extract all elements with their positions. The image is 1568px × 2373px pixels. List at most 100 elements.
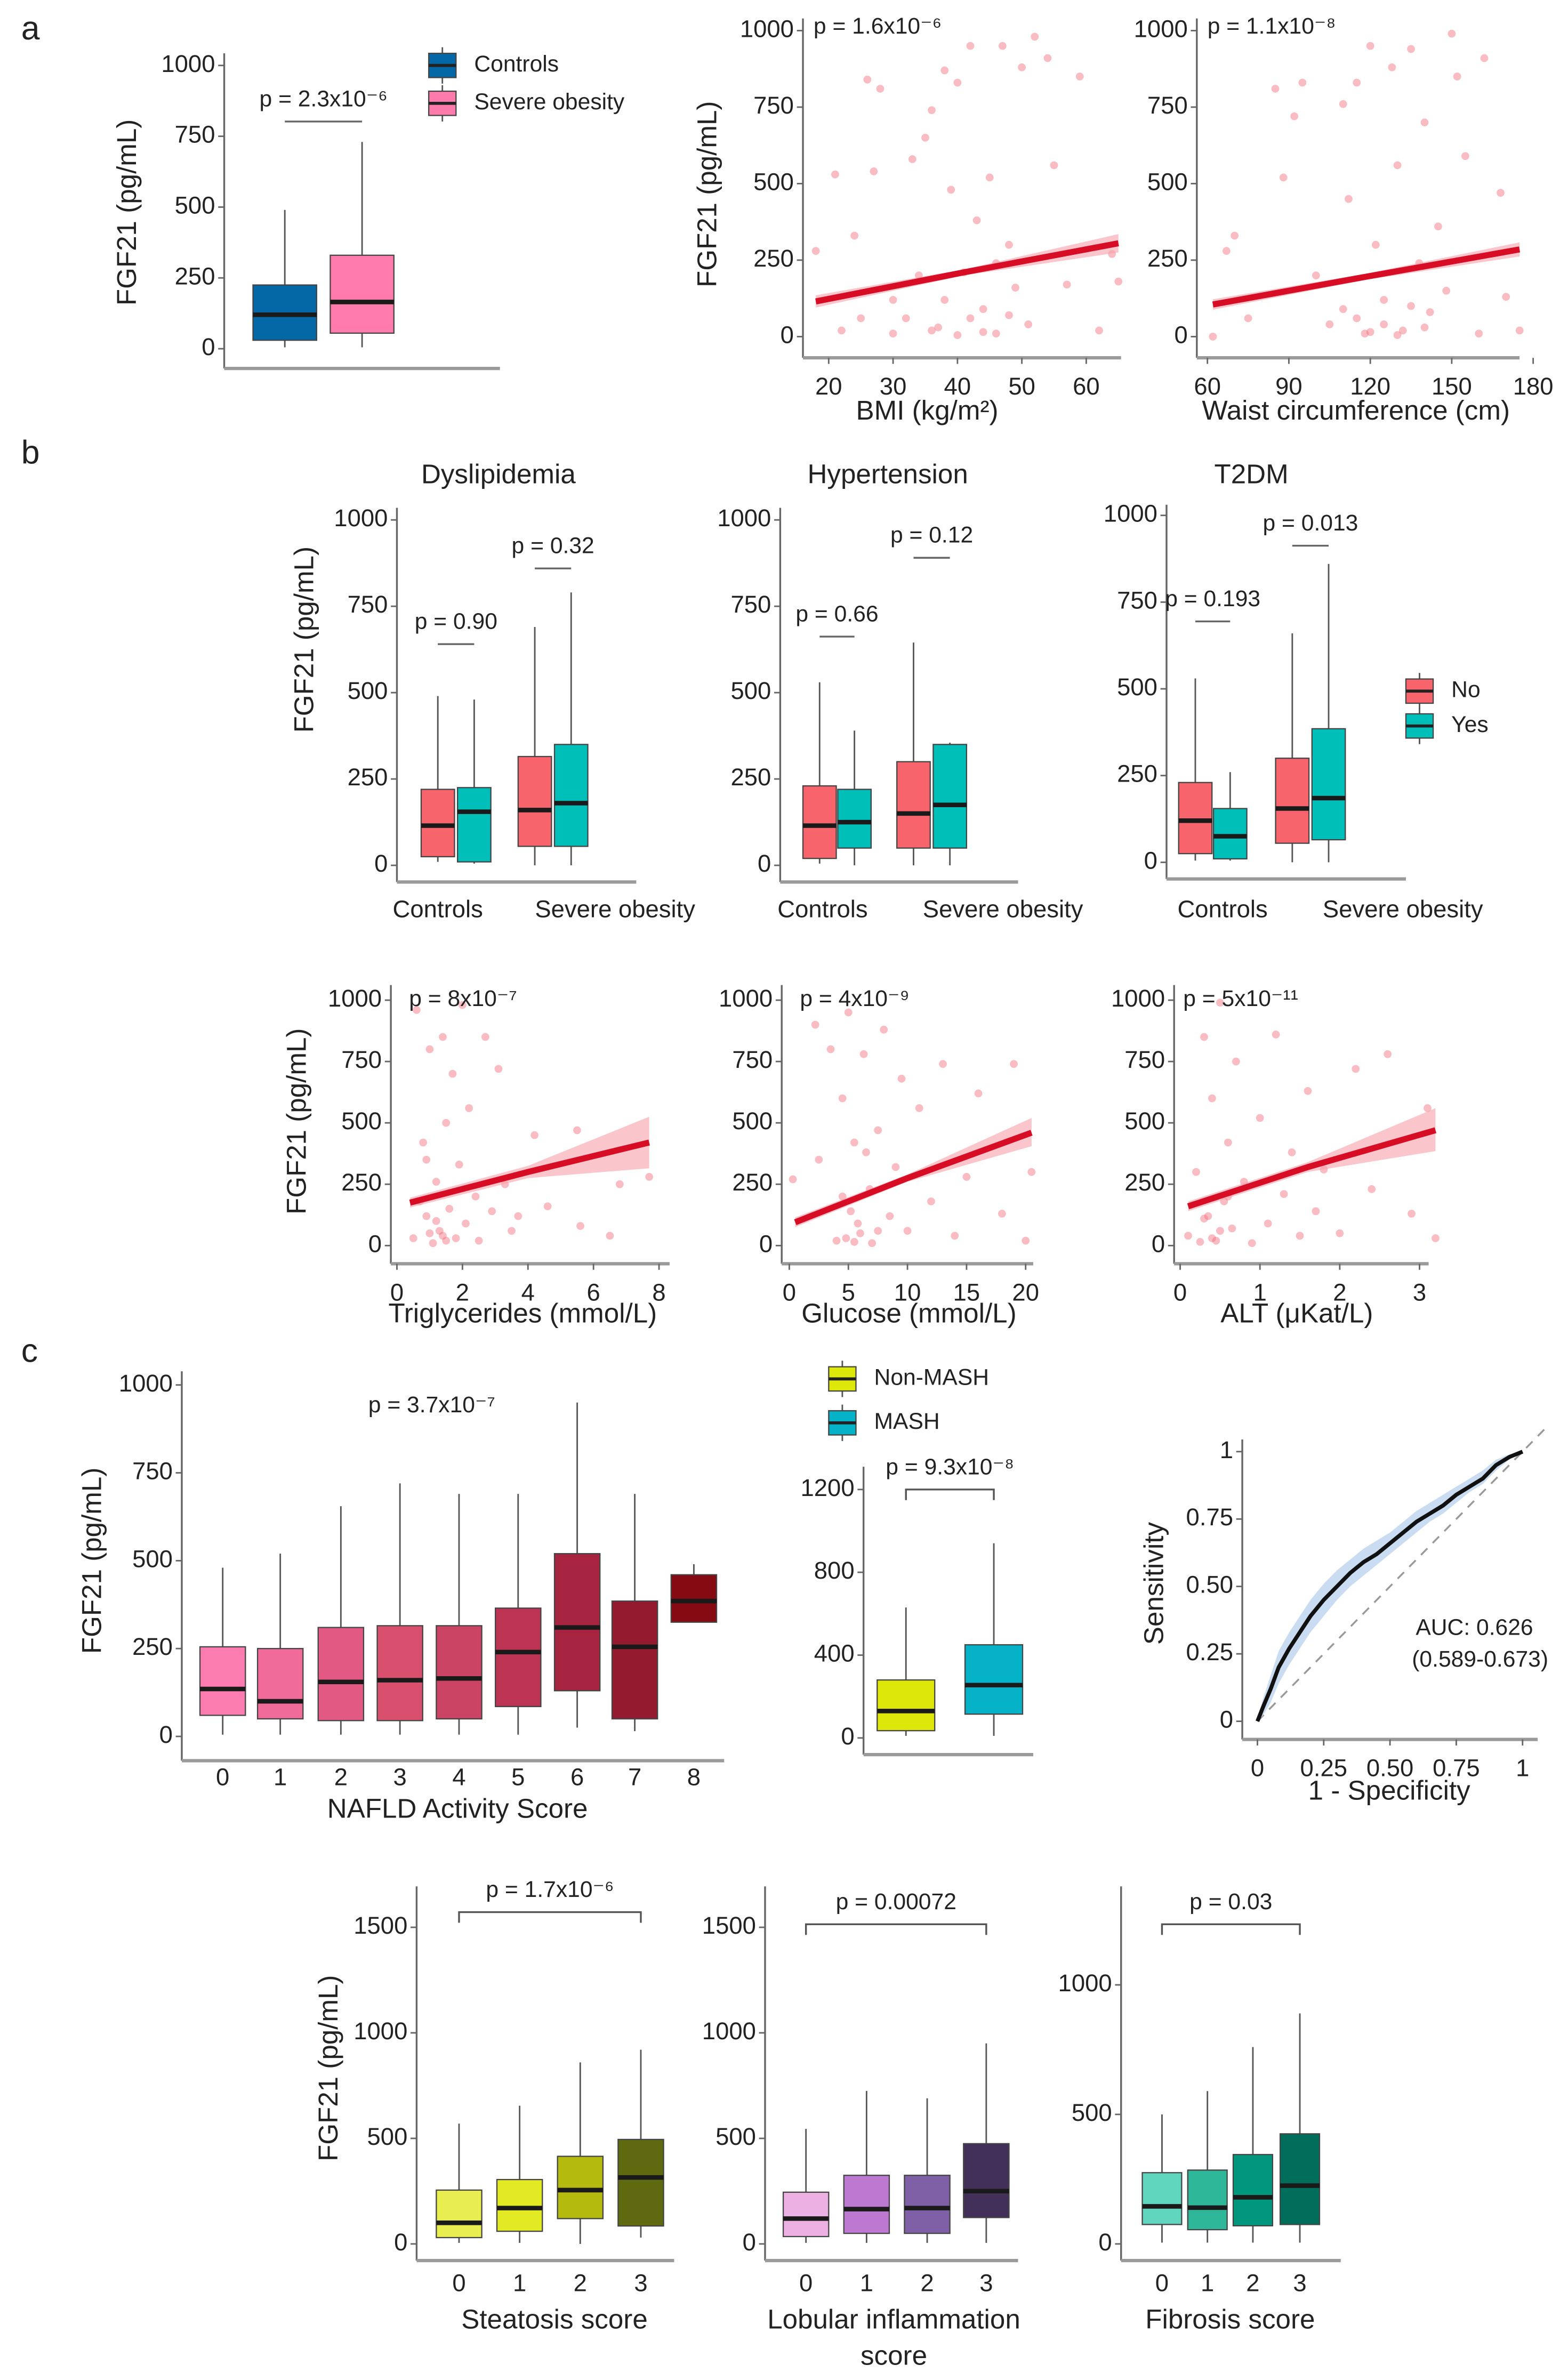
x-axis-title: ALT (μKat/L) — [1220, 1298, 1373, 1329]
box-iqr — [877, 1679, 936, 1732]
y-tick-label: 250 — [1124, 1169, 1165, 1196]
category-label: 8 — [687, 1764, 701, 1791]
legend-item: Yes — [1405, 707, 1489, 744]
data-point — [870, 167, 878, 175]
data-point — [1298, 78, 1307, 87]
box-iqr — [1187, 2169, 1228, 2231]
data-point — [530, 1131, 538, 1139]
data-point — [432, 1217, 440, 1225]
y-tick-label: 500 — [132, 1545, 173, 1572]
significance-bracket — [1161, 1923, 1301, 1935]
box-0 — [252, 210, 318, 348]
data-point — [606, 1232, 614, 1240]
y-tick-label: 1000 — [1058, 1969, 1112, 1997]
data-point — [1353, 78, 1361, 87]
chart-b4: 0 250 500 750 1000 0 2 4 6 8 FGF21 (pg/mL) Triglyce… — [281, 985, 670, 1329]
data-point — [953, 331, 962, 339]
category-label: Severe obesity — [1323, 895, 1483, 922]
data-point — [1384, 1050, 1392, 1058]
category-label: Controls — [777, 895, 867, 922]
box-3 — [932, 743, 968, 866]
y-tick-label: 1000 — [702, 2017, 756, 2045]
p-value: p = 5x10⁻¹¹ — [1183, 986, 1298, 1011]
box-0 — [802, 682, 837, 864]
data-point — [859, 1050, 868, 1058]
category-label: 4 — [452, 1764, 465, 1791]
data-point — [897, 1074, 906, 1083]
category-label: Severe obesity — [923, 895, 1083, 922]
data-point — [494, 1065, 503, 1073]
y-tick-label: 750 — [175, 121, 215, 148]
category-label: 6 — [570, 1764, 584, 1791]
data-point — [1407, 45, 1415, 53]
x-axis-title: Triglycerides (mmol/L) — [388, 1298, 657, 1329]
box-iqr — [1232, 2154, 1274, 2227]
data-point — [442, 1236, 451, 1245]
box-iqr — [670, 1574, 718, 1623]
data-point — [1366, 42, 1374, 50]
data-point — [1208, 1094, 1216, 1103]
y-tick-label: 1500 — [702, 1912, 756, 1939]
box-1 — [457, 699, 492, 864]
y-tick-label: 750 — [753, 92, 794, 119]
chart-c4: 0 500 1000 1500 FGF21 (pg/mL) Steatosis score… — [313, 1877, 674, 2334]
y-tick-label: 800 — [814, 1557, 855, 1584]
data-point — [1420, 323, 1429, 332]
p-value: p = 0.90 — [415, 609, 497, 634]
p-value: p = 1.6x10⁻⁶ — [814, 13, 942, 39]
box-1 — [256, 1554, 304, 1735]
p-value: p = 0.32 — [512, 533, 594, 559]
data-point — [1005, 240, 1013, 249]
legend-label: Severe obesity — [474, 89, 625, 115]
x-axis-title: Waist circumference (cm) — [1202, 395, 1510, 425]
data-point — [974, 1089, 983, 1098]
data-point — [1005, 311, 1013, 319]
data-point — [838, 326, 846, 335]
y-tick-label: 750 — [731, 591, 771, 618]
x-tick-label: 0 — [1251, 1755, 1264, 1782]
y-tick-label: 0.75 — [1186, 1503, 1233, 1531]
box-1 — [329, 142, 395, 348]
category-label: 2 — [1246, 2270, 1259, 2297]
data-point — [1352, 1065, 1360, 1073]
category-label: 5 — [511, 1764, 525, 1791]
box-2 — [1232, 2047, 1274, 2243]
data-point — [953, 78, 962, 87]
data-point — [1075, 73, 1084, 81]
box-8 — [670, 1564, 718, 1623]
y-tick-label: 500 — [732, 1107, 773, 1135]
p-value: p = 0.013 — [1263, 510, 1358, 536]
p-value: p = 8x10⁻⁷ — [409, 986, 517, 1011]
p-value: p = 4x10⁻⁹ — [800, 986, 909, 1011]
box-2 — [904, 2098, 951, 2243]
data-point — [1432, 1234, 1440, 1242]
y-axis-title: FGF21 (pg/mL) — [111, 119, 142, 305]
y-tick-label: 0 — [374, 850, 388, 877]
data-point — [442, 1119, 451, 1127]
box-iqr — [904, 2175, 951, 2234]
y-tick-label: 750 — [732, 1046, 773, 1073]
y-tick-label: 0 — [1174, 321, 1187, 348]
box-iqr — [436, 1625, 483, 1720]
p-value: p = 1.1x10⁻⁸ — [1208, 13, 1336, 39]
data-point — [928, 106, 936, 115]
legend-label: MASH — [874, 1409, 940, 1434]
legend-item: No — [1405, 673, 1481, 710]
y-tick-label: 0 — [368, 1230, 382, 1257]
p-value: p = 3.7x10⁻⁷ — [368, 1392, 495, 1418]
legend-label: Yes — [1451, 712, 1489, 737]
data-point — [1497, 189, 1505, 197]
data-point — [966, 314, 975, 323]
p-value: p = 9.3x10⁻⁸ — [886, 1454, 1014, 1479]
box-iqr — [495, 1607, 542, 1708]
data-point — [1095, 326, 1103, 335]
box-iqr — [376, 1625, 423, 1722]
x-tick-label: 90 — [1275, 373, 1302, 400]
data-point — [856, 1229, 864, 1237]
data-point — [1192, 1168, 1200, 1176]
y-tick-label: 0 — [781, 321, 794, 348]
data-point — [1480, 54, 1489, 62]
data-point — [838, 1094, 847, 1103]
data-point — [1256, 1114, 1264, 1122]
p-value: p = 0.193 — [1165, 586, 1260, 612]
